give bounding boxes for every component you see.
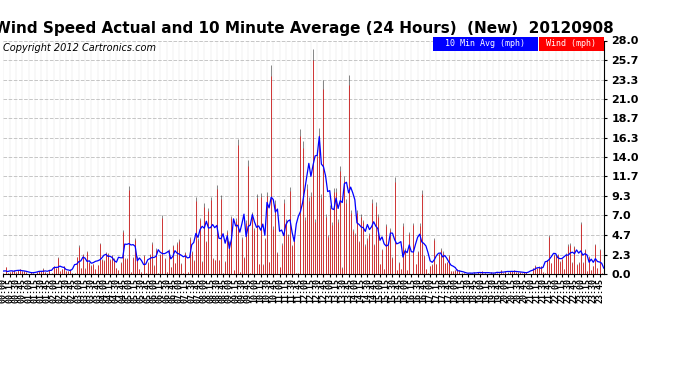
Title: Wind Speed Actual and 10 Minute Average (24 Hours)  (New)  20120908: Wind Speed Actual and 10 Minute Average … [0, 21, 613, 36]
Text: Copyright 2012 Cartronics.com: Copyright 2012 Cartronics.com [3, 43, 157, 52]
